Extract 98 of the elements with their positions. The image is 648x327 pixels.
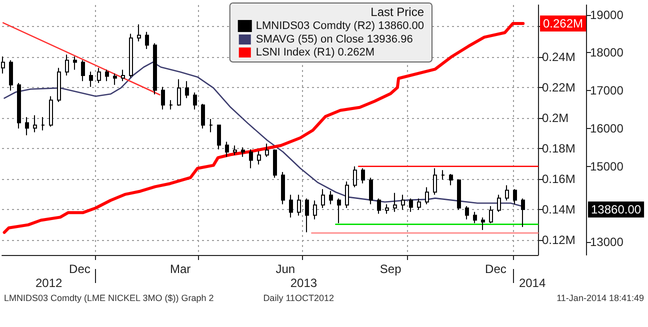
candlestick bbox=[89, 71, 93, 88]
candlestick bbox=[169, 100, 173, 110]
candlestick bbox=[25, 116, 29, 136]
candlestick bbox=[457, 179, 461, 210]
candlestick bbox=[345, 181, 349, 209]
candlestick bbox=[361, 168, 365, 184]
text: 11-Jan-2014 18:41:49 bbox=[556, 293, 644, 303]
text: LMNIDS03 Comdty (LME NICKEL 3MO ($)) Graph 2 bbox=[4, 293, 214, 303]
legend-label: SMAVG (55) on Close 13936.96 bbox=[256, 34, 413, 46]
candlestick bbox=[337, 198, 341, 224]
x-tick-label: Dec bbox=[69, 262, 90, 276]
candlestick bbox=[97, 67, 101, 84]
data-label: 0.262M bbox=[543, 16, 584, 30]
x-tick-label: Sep bbox=[380, 262, 402, 276]
y2-tick-label: 18000 bbox=[590, 46, 624, 60]
x2-tick-label: 2014 bbox=[518, 276, 546, 290]
candlestick bbox=[1, 56, 5, 74]
y-tick-label: 0.2M bbox=[542, 111, 569, 126]
legend-label: LMNIDS03 Comdty (R2) 13860.00 bbox=[256, 20, 424, 32]
candlestick bbox=[49, 96, 53, 128]
candlestick bbox=[441, 170, 445, 180]
candlestick bbox=[409, 198, 413, 212]
candlestick bbox=[281, 172, 285, 205]
candlestick bbox=[241, 146, 245, 158]
candlestick bbox=[137, 24, 141, 42]
candlestick bbox=[473, 211, 477, 224]
candlestick bbox=[121, 69, 125, 82]
candlestick bbox=[433, 168, 437, 196]
candlestick bbox=[369, 177, 373, 205]
y-tick-label: 0.16M bbox=[542, 172, 576, 186]
candlestick bbox=[489, 206, 493, 224]
candlestick bbox=[65, 54, 69, 76]
legend-title: Last Price bbox=[370, 5, 424, 19]
y-tick-label: 0.24M bbox=[542, 50, 576, 64]
line-series bbox=[2, 22, 525, 234]
candlestick bbox=[273, 148, 277, 178]
candlestick bbox=[377, 198, 381, 214]
y2-tick-label: 15000 bbox=[590, 159, 624, 174]
candlestick bbox=[521, 198, 525, 228]
candlestick bbox=[217, 124, 221, 150]
candlestick bbox=[41, 116, 45, 131]
text: 13860.00 bbox=[591, 202, 642, 217]
y2-tick-label: 13000 bbox=[590, 235, 624, 250]
candlestick bbox=[113, 73, 117, 86]
candlestick bbox=[401, 194, 405, 210]
candlestick bbox=[233, 145, 237, 156]
line-series bbox=[4, 62, 524, 208]
x2-tick-label: 2012 bbox=[36, 276, 63, 290]
candlestick bbox=[249, 148, 253, 169]
candlestick bbox=[73, 56, 77, 70]
candlestick bbox=[225, 141, 229, 158]
x2-tick-label: 2013 bbox=[290, 276, 318, 290]
candlestick bbox=[57, 67, 61, 102]
candlestick bbox=[425, 186, 429, 205]
candlestick bbox=[297, 194, 301, 216]
x-tick-label: Jun bbox=[276, 262, 296, 276]
candlestick bbox=[33, 114, 37, 133]
y2-tick-label: 19000 bbox=[590, 8, 624, 22]
candlestick bbox=[17, 82, 21, 129]
y-tick-label: 0.12M bbox=[542, 233, 576, 248]
candlestick bbox=[161, 86, 165, 110]
candlestick bbox=[209, 118, 213, 133]
candlestick bbox=[481, 217, 485, 230]
candlestick bbox=[497, 194, 501, 212]
candlestick bbox=[145, 31, 149, 50]
candlestick bbox=[353, 166, 357, 188]
candlestick bbox=[313, 200, 317, 220]
candlestick bbox=[201, 103, 205, 129]
y-tick-label: 0.14M bbox=[542, 202, 576, 217]
candlestick bbox=[257, 150, 261, 165]
candlestick bbox=[129, 33, 133, 78]
x-tick-label: Mar bbox=[170, 262, 191, 276]
candlestick bbox=[513, 188, 517, 205]
legend-label: LSNI Index (R1) 0.262M bbox=[256, 46, 374, 58]
candlestick bbox=[321, 188, 325, 209]
candlestick bbox=[289, 194, 293, 218]
y-tick-label: 0.22M bbox=[542, 80, 576, 95]
text: Daily 11OCT2012 bbox=[263, 293, 334, 303]
y2-tick-label: 16000 bbox=[590, 121, 624, 136]
candlestick bbox=[105, 69, 109, 82]
candlestick bbox=[265, 143, 269, 158]
candlestick bbox=[505, 184, 509, 201]
candlestick bbox=[193, 92, 197, 110]
y2-tick-label: 17000 bbox=[590, 84, 624, 98]
candlestick bbox=[329, 190, 333, 205]
candlestick bbox=[449, 173, 453, 186]
candlestick bbox=[393, 192, 397, 212]
y-tick-label: 0.18M bbox=[542, 142, 576, 156]
candlestick bbox=[465, 206, 469, 220]
candlestick bbox=[185, 80, 189, 99]
candlestick bbox=[417, 198, 421, 210]
candlestick bbox=[385, 204, 389, 214]
candlestick bbox=[305, 198, 309, 233]
candlestick bbox=[9, 60, 13, 92]
candlestick bbox=[81, 60, 85, 82]
x-tick-label: Dec bbox=[485, 262, 506, 276]
candlestick bbox=[153, 42, 157, 95]
candlestick bbox=[177, 78, 181, 106]
